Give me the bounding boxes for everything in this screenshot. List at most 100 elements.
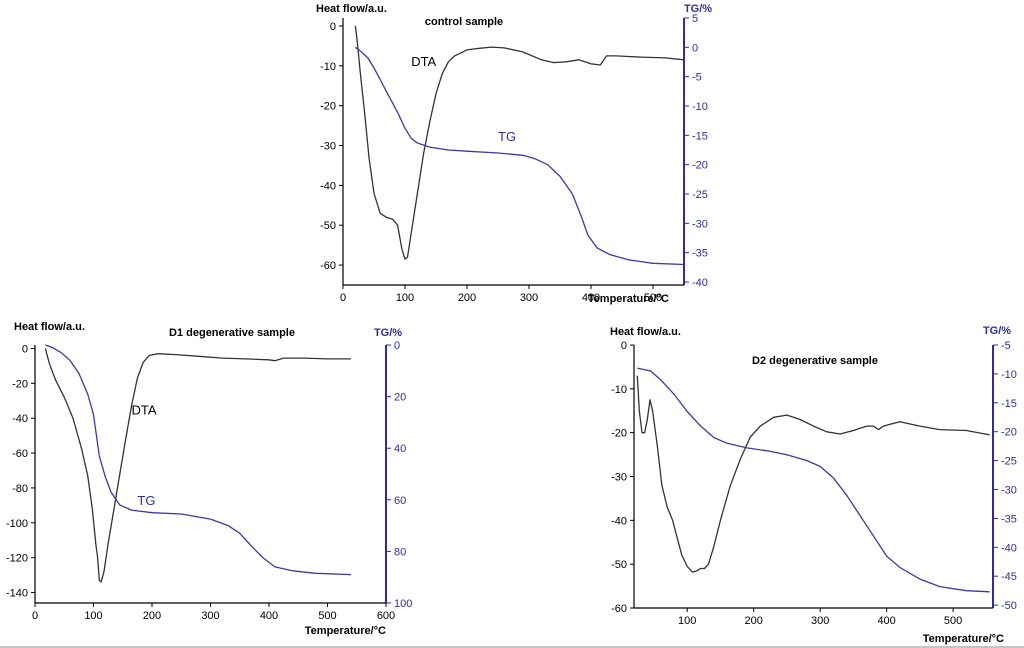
p0-ylabel: Heat flow/a.u. <box>316 3 387 15</box>
p1-dta-curve <box>44 348 351 583</box>
p1-left-axis: 0 -20 -40 -60 -80 -100 -120 -140 <box>6 343 36 603</box>
p2-ytick-label: -60 <box>611 603 627 615</box>
p2-xtick-label: 300 <box>811 615 829 627</box>
p0-tg-curve <box>355 46 685 266</box>
p0-dta-label: DTA <box>411 54 436 69</box>
p2-ytick-label: 0 <box>621 340 627 352</box>
p0-ytick-label: -30 <box>320 141 336 153</box>
p1-xtick-label: 100 <box>84 610 102 622</box>
p0-y2tick-label: -5 <box>692 72 702 84</box>
p0-series: DTA TG <box>354 25 685 266</box>
p2-y2tick-label: -30 <box>1001 485 1017 497</box>
p2-y2tick-label: -45 <box>1001 571 1017 583</box>
p2-left-axis: 0 -10 -20 -30 -40 -50 -60 <box>611 340 635 615</box>
p1-xlabel: Temperature/°C <box>305 625 386 637</box>
p0-ytick-label: 0 <box>330 21 336 33</box>
p1-ytick-label: -120 <box>6 553 28 565</box>
p0-xtick-label: 400 <box>582 292 600 304</box>
p1-ytick-label: -60 <box>12 448 28 460</box>
p1-dta-label: DTA <box>132 403 157 418</box>
p0-bottom-axis: 0 100 200 300 400 500 <box>340 284 684 304</box>
chart-panel-d1: Heat flow/a.u. D1 degenerative sample TG… <box>6 321 412 637</box>
p2-y2tick-label: -20 <box>1001 427 1017 439</box>
p0-left-axis: 0 -10 -20 -30 -40 -50 -60 <box>320 18 344 285</box>
p0-y2tick-label: 5 <box>692 13 698 25</box>
p2-tg-curve <box>637 367 990 593</box>
p1-ylabel: Heat flow/a.u. <box>14 321 85 333</box>
p0-title: control sample <box>425 16 503 28</box>
p0-y2tick-label: 0 <box>692 42 698 54</box>
p1-tg-curve <box>45 344 351 576</box>
p2-ytick-label: -20 <box>611 428 627 440</box>
p2-title: D2 degenerative sample <box>752 355 878 367</box>
p2-ytick-label: -50 <box>611 559 627 571</box>
p1-right-axis: 0 20 40 60 80 100 <box>385 340 412 610</box>
p1-ytick-label: -140 <box>6 588 28 600</box>
p1-ytick-label: -40 <box>12 413 28 425</box>
p2-y2tick-label: -40 <box>1001 542 1017 554</box>
p0-y2tick-label: -20 <box>692 160 708 172</box>
p0-y2tick-label: -40 <box>692 277 708 289</box>
p0-xlabel: Temperature/°C <box>588 293 669 305</box>
p2-y2label: TG/% <box>983 325 1011 337</box>
p2-ytick-label: -10 <box>611 384 627 396</box>
p0-y2tick-label: -15 <box>692 130 708 142</box>
p1-ytick-label: -20 <box>12 378 28 390</box>
p2-series <box>636 367 990 593</box>
p0-y2tick-label: -30 <box>692 218 708 230</box>
p0-ytick-label: -10 <box>320 61 336 73</box>
p1-ytick-label: -100 <box>6 518 28 530</box>
p1-ytick-label: -80 <box>12 483 28 495</box>
p0-xtick-label: 200 <box>458 292 476 304</box>
p1-y2tick-label: 40 <box>394 443 406 455</box>
p0-y2tick-label: -25 <box>692 189 708 201</box>
p0-dta-curve <box>354 25 685 260</box>
p0-xtick-label: 500 <box>644 292 662 304</box>
p2-xtick-label: 400 <box>877 615 895 627</box>
p1-ytick-label: 0 <box>22 343 28 355</box>
p1-xtick-label: 600 <box>377 610 395 622</box>
p2-xtick-label: 500 <box>944 615 962 627</box>
p1-xtick-label: 300 <box>201 610 219 622</box>
p2-dta-curve <box>636 375 990 573</box>
p2-y2tick-label: -10 <box>1001 369 1017 381</box>
p0-right-axis: 5 0 -5 -10 -15 -20 -25 -30 -35 -40 <box>683 13 708 289</box>
chart-panel-control: Heat flow/a.u. control sample TG/% Tempe… <box>316 3 712 305</box>
p1-series: DTA TG <box>44 344 351 583</box>
p0-ytick-label: -20 <box>320 101 336 113</box>
p0-xtick-label: 100 <box>396 292 414 304</box>
p1-title: D1 degenerative sample <box>169 327 295 339</box>
p1-y2tick-label: 80 <box>394 546 406 558</box>
chart-panel-d2: Heat flow/a.u. D2 degenerative sample TG… <box>610 325 1017 645</box>
p2-y2tick-label: -15 <box>1001 398 1017 410</box>
p2-ytick-label: -30 <box>611 472 627 484</box>
p2-xtick-label: 200 <box>744 615 762 627</box>
p1-bottom-axis: 0 100 200 300 400 500 600 <box>32 602 395 622</box>
p1-xtick-label: 400 <box>260 610 278 622</box>
p0-tg-label: TG <box>498 129 516 144</box>
p0-y2tick-label: -10 <box>692 101 708 113</box>
p1-y2label: TG/% <box>374 327 402 339</box>
p1-y2tick-label: 20 <box>394 392 406 404</box>
p2-y2tick-label: -5 <box>1001 340 1011 352</box>
p2-ylabel: Heat flow/a.u. <box>610 326 681 338</box>
p2-ytick-label: -40 <box>611 515 627 527</box>
p1-xtick-label: 0 <box>32 610 38 622</box>
p2-xtick-label: 100 <box>678 615 696 627</box>
p0-ytick-label: -60 <box>320 260 336 272</box>
p0-ytick-label: -40 <box>320 180 336 192</box>
p0-xtick-label: 300 <box>520 292 538 304</box>
p1-xtick-label: 500 <box>318 610 336 622</box>
p1-xtick-label: 200 <box>143 610 161 622</box>
p1-y2tick-label: 0 <box>394 340 400 352</box>
p1-tg-label: TG <box>137 493 155 508</box>
p2-y2tick-label: -35 <box>1001 513 1017 525</box>
p2-right-axis: -5 -10 -15 -20 -25 -30 -35 -40 -45 -50 <box>992 340 1017 612</box>
p0-y2tick-label: -35 <box>692 248 708 260</box>
p0-ytick-label: -50 <box>320 220 336 232</box>
p2-xlabel: Temperature/°C <box>923 633 1004 645</box>
p0-xtick-label: 0 <box>340 292 346 304</box>
p1-y2tick-label: 100 <box>394 598 412 610</box>
